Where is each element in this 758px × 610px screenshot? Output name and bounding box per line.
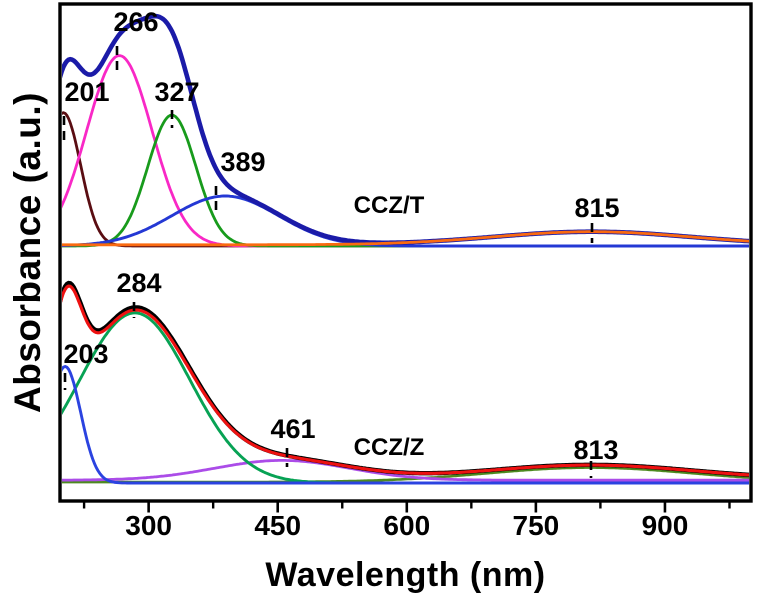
x-tick-label-600: 600 [383, 510, 430, 541]
ccz-t-curve-peak-815 [62, 230, 749, 247]
ccz-z-panel-label: CCZ/Z [354, 434, 425, 461]
x-tick-label-450: 450 [254, 510, 301, 541]
ccz-t-peak-label-389: 389 [220, 147, 265, 177]
ccz-z-peak-label-203: 203 [63, 339, 108, 369]
plot-area [60, 4, 751, 501]
ccz-z-curve-experimental-spectrum [62, 284, 749, 477]
ccz-t-peak-label-815: 815 [574, 193, 619, 223]
ccz-t-curve-peak-389 [62, 194, 749, 248]
ccz-z-peak-label-813: 813 [573, 435, 618, 465]
ccz-t-peak-label-327: 327 [154, 77, 199, 107]
ccz-z-curve-peak-461 [62, 458, 749, 482]
x-tick-label-900: 900 [642, 510, 689, 541]
ccz-t-panel-label: CCZ/T [354, 192, 425, 219]
x-tick-label-300: 300 [125, 510, 172, 541]
ccz-t-peak-label-266: 266 [113, 7, 158, 37]
y-axis-title: Absorbance (a.u.) [7, 92, 48, 413]
x-tick-label-750: 750 [513, 510, 560, 541]
ccz-z-peak-label-461: 461 [270, 414, 315, 444]
ccz-z-curve-peak-203 [62, 365, 749, 485]
ccz-z-peak-label-284: 284 [116, 268, 161, 298]
x-axis-title: Wavelength (nm) [265, 556, 546, 594]
ccz-t-peak-label-201: 201 [64, 77, 109, 107]
